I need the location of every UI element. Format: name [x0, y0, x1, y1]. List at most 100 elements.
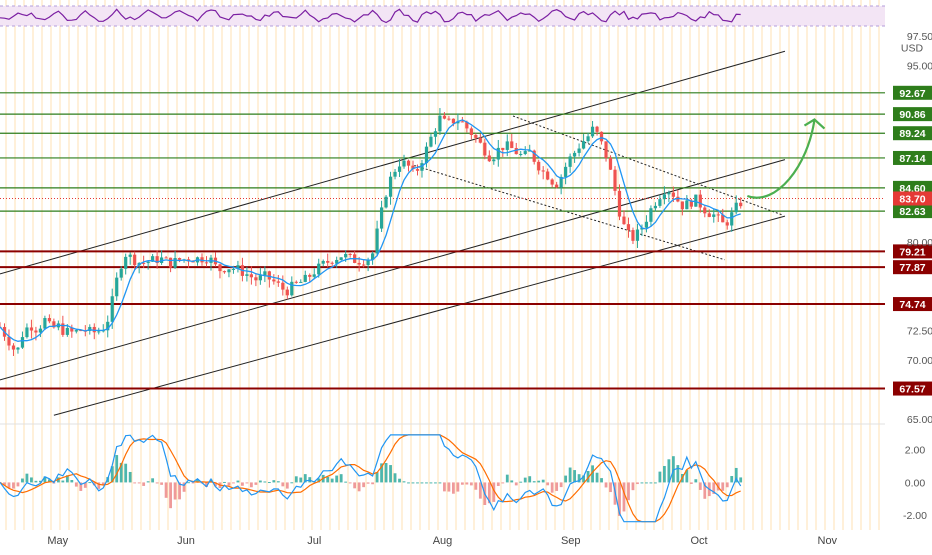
candle-body: [362, 264, 366, 266]
currency-label: USD: [901, 43, 924, 55]
candle-body: [70, 327, 74, 332]
macd-histogram-bar: [348, 482, 352, 484]
macd-histogram-bar: [393, 473, 397, 483]
macd-histogram-bar: [110, 466, 114, 483]
level-label-bg: [893, 260, 932, 275]
macd-histogram-bar: [362, 482, 366, 488]
candle-body: [694, 194, 698, 207]
macd-histogram-bar: [456, 482, 460, 492]
candle-body: [721, 214, 725, 223]
candle-body: [227, 269, 231, 273]
candle-body: [119, 268, 123, 278]
candle-body: [110, 296, 114, 322]
macd-histogram-bar: [124, 463, 128, 483]
macd-histogram-bar: [119, 462, 123, 483]
candle-body: [685, 200, 689, 210]
trend-channels: [0, 50, 786, 416]
candle-body: [285, 289, 289, 296]
macd-histogram-bar: [61, 480, 65, 483]
macd-histogram-bar: [546, 482, 550, 486]
macd-histogram-bar: [74, 482, 78, 487]
candle-body: [415, 169, 420, 171]
macd-histogram-bar: [577, 474, 581, 483]
candle-body: [599, 131, 604, 142]
candle-body: [34, 330, 38, 333]
macd-histogram-bar: [523, 477, 527, 483]
level-label-bg: [893, 244, 932, 259]
macd-histogram-bar: [420, 482, 424, 484]
candle-body: [146, 261, 150, 264]
macd-histogram-bar: [34, 480, 38, 483]
candle-body: [671, 192, 675, 197]
macd-histogram-bar: [330, 478, 334, 483]
candle-body: [442, 115, 447, 119]
candle-body: [321, 260, 325, 264]
macd-histogram-bar: [478, 482, 482, 499]
price-tick-label: 80.00: [907, 237, 932, 249]
candle-body: [263, 271, 267, 276]
candle-body: [573, 152, 577, 157]
macd-histogram-bar: [712, 482, 716, 494]
macd-histogram-bar: [447, 482, 451, 492]
candle-body: [65, 327, 69, 335]
candle-body: [617, 190, 622, 217]
candle-body: [218, 264, 222, 272]
macd-histogram-bar: [559, 482, 563, 488]
candle-body: [537, 161, 541, 171]
candle-body: [555, 184, 559, 188]
candle-body: [604, 141, 608, 158]
macd-histogram-bar: [537, 480, 541, 483]
macd-histogram-bar: [205, 482, 208, 487]
macd-histogram-bar: [83, 482, 87, 488]
level-label-bg: [893, 204, 932, 219]
macd-histogram-bar: [97, 482, 101, 489]
time-tick-label: Jul: [307, 535, 321, 547]
candle-body: [730, 212, 734, 226]
macd-histogram-bar: [532, 481, 536, 483]
last-price-label: 83.70: [899, 193, 925, 205]
candle-body: [249, 274, 253, 278]
macd-histogram-bar: [196, 479, 199, 483]
macd-histogram-bar: [258, 480, 262, 483]
candle-body: [115, 277, 119, 297]
macd-histogram-bar: [730, 476, 734, 483]
candle-body: [124, 256, 128, 269]
candle-body: [725, 222, 729, 226]
projection-arrow: [746, 118, 826, 199]
candle-body: [74, 330, 78, 332]
macd-histogram-bar: [12, 482, 15, 489]
candle-body: [236, 265, 240, 269]
candle-body: [451, 118, 456, 124]
macd-histogram-bar: [272, 480, 276, 483]
candle-body: [564, 166, 568, 177]
macd-histogram-bar: [586, 470, 590, 483]
time-tick-label: Aug: [433, 535, 453, 547]
macd-histogram-bar: [689, 482, 693, 484]
macd-histogram-bar: [65, 475, 69, 483]
candle-body: [528, 150, 532, 152]
candle-body: [164, 257, 168, 259]
macd-histogram-bar: [21, 478, 24, 483]
macd-histogram-bar: [505, 474, 509, 483]
macd-histogram-bar: [43, 476, 47, 483]
macd-tick-label: 0.00: [905, 477, 926, 489]
macd-histogram-bar: [555, 482, 559, 491]
macd-histogram-bar: [501, 482, 505, 484]
macd-histogram-bar: [609, 482, 612, 493]
time-tick-label: May: [47, 535, 68, 547]
rsi-band: [0, 6, 885, 26]
macd-histogram-bar: [416, 482, 419, 484]
macd-histogram-bar: [411, 482, 415, 484]
macd-histogram-bar: [452, 482, 455, 494]
level-label-bg: [893, 126, 932, 141]
macd-histogram-bar: [582, 475, 585, 483]
candle-body: [254, 277, 258, 281]
candle-body: [460, 121, 464, 123]
candle-body: [658, 199, 662, 206]
candle-body: [155, 256, 159, 263]
candle-body: [7, 336, 11, 346]
macd-histogram-bar: [591, 465, 594, 483]
candle-body: [581, 141, 586, 149]
macd-histogram-bar: [438, 482, 442, 484]
